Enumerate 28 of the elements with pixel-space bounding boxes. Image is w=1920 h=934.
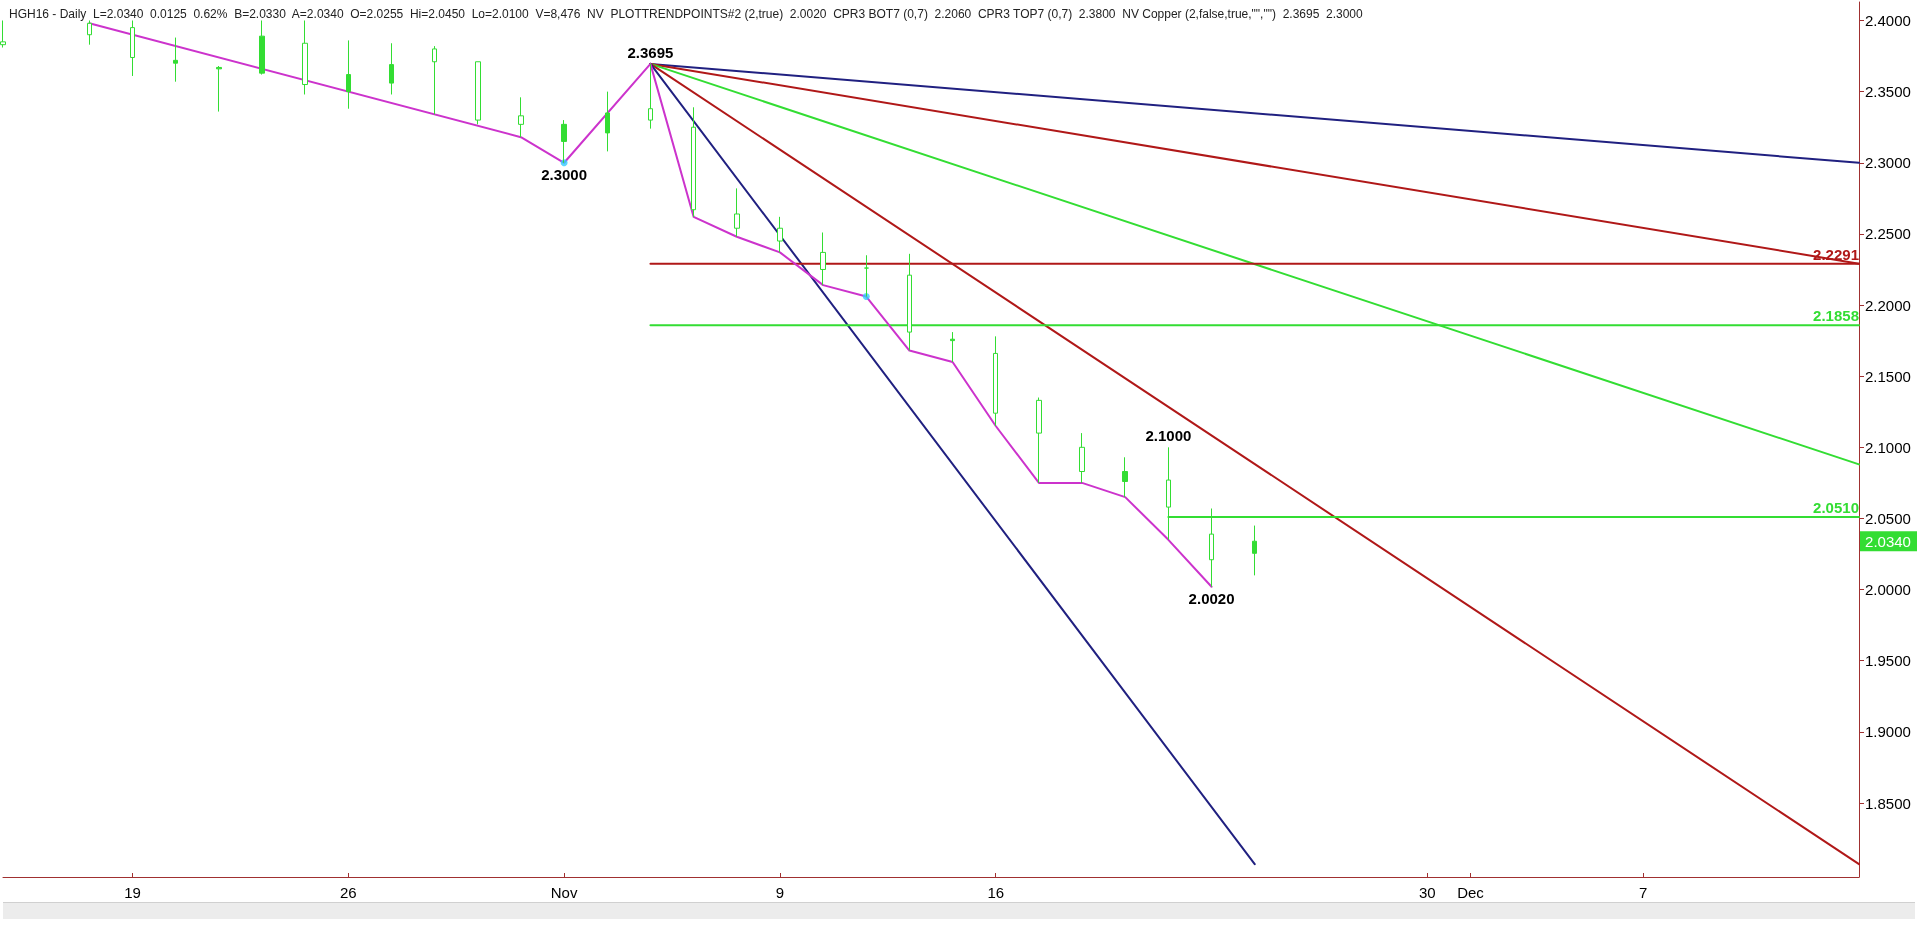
y-tick-label: 2.0000 xyxy=(1865,581,1911,599)
y-tick-label: 1.9500 xyxy=(1865,652,1911,670)
x-tick-label: Dec xyxy=(1457,884,1485,901)
x-tick-label: 30 xyxy=(1419,884,1436,901)
text: 2.3000 xyxy=(541,165,588,183)
text: 2.1000 xyxy=(1145,427,1192,445)
y-tick-label: 2.1500 xyxy=(1865,367,1911,385)
y-tick-label: 2.1000 xyxy=(1865,438,1911,456)
y-tick-label: 2.2500 xyxy=(1865,225,1911,243)
x-tick-label: Nov xyxy=(550,884,578,901)
text: 2.0020 xyxy=(1188,589,1235,607)
x-tick-label: 19 xyxy=(124,884,141,901)
y-tick-label: 2.2000 xyxy=(1865,296,1911,314)
data-label: 2.1858 xyxy=(1813,307,1859,325)
chart-title: HGH16 - Daily L=2.0340 0.0125 0.62% B=2.0330 A=2.0340 O=2.0255 Hi=2.0450 Lo=2.0100 V=8,476 NV PLOTTRENDPOINTS#2 (2,true) 2.0020 CPR3 BOT7 (0,7) 2.2060 CPR3 TOP7 (0,7) 2.3800 NV Copper (2,false,true,"","") 2.3695 2.3000 xyxy=(9,7,1364,21)
y-tick-label: 2.4000 xyxy=(1865,12,1911,29)
y-tick-label: 2.3000 xyxy=(1865,154,1911,172)
y-tick-label: 2.0500 xyxy=(1865,509,1911,527)
y-tick-label: 1.9000 xyxy=(1865,723,1911,741)
x-tick-label: 7 xyxy=(1639,884,1648,901)
text: 2.0340 xyxy=(1865,532,1911,550)
x-tick-label: 26 xyxy=(339,884,357,901)
text: 2.3695 xyxy=(627,43,674,61)
x-tick-label: 16 xyxy=(987,884,1005,901)
data-label: 2.0510 xyxy=(1813,499,1859,517)
y-tick-label: 1.8500 xyxy=(1865,794,1911,812)
y-tick-label: 2.3500 xyxy=(1865,83,1911,101)
x-tick-label: 9 xyxy=(775,884,785,901)
